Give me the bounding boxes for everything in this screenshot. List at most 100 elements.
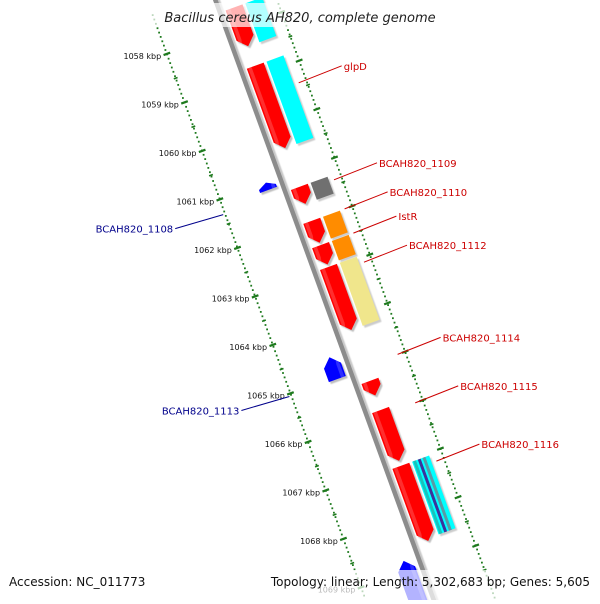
ruler-dot-left (245, 271, 248, 274)
ruler-dot-right (374, 269, 377, 272)
kbp-minor-tick (323, 131, 328, 135)
gene-label[interactable]: glpD (344, 62, 367, 73)
ruler-dot-right (328, 142, 331, 145)
feature-bar-grey[interactable] (310, 176, 334, 200)
ruler-dot-left (193, 127, 195, 130)
gene-label[interactable]: BCAH820_1109 (379, 159, 457, 170)
ruler-dot-right (376, 273, 378, 276)
gene-arrow-forward[interactable] (361, 377, 381, 396)
ruler-dot-left (215, 188, 218, 191)
gene-label[interactable]: BCAH820_1108 (96, 225, 174, 236)
feature-bar-orange[interactable] (331, 234, 356, 261)
ruler-dot-right (307, 86, 310, 88)
gene-arrow-reverse[interactable] (259, 182, 277, 193)
gene-label[interactable]: IstR (398, 212, 417, 223)
kbp-tick (286, 391, 295, 396)
ruler-dot-left (159, 36, 162, 38)
ruler-dot-left (177, 84, 180, 86)
ruler-dot-left (158, 31, 160, 34)
gene-label[interactable]: BCAH820_1116 (481, 440, 559, 451)
gene-label[interactable]: BCAH820_1114 (443, 333, 521, 344)
gene-arrow-reverse[interactable] (324, 357, 346, 383)
ruler-dot-right (392, 317, 394, 320)
ruler-dot-right (290, 37, 293, 40)
ruler-dot-right (379, 282, 382, 285)
ruler-dot-left (320, 476, 323, 479)
ruler-dot-left (331, 507, 334, 510)
ruler-dot-left (313, 459, 316, 462)
ruler-dot-left (237, 249, 240, 252)
ruler-dot-right (466, 522, 469, 525)
gene-highlight (271, 180, 276, 189)
ruler-dot-left (161, 40, 164, 43)
ruler-dot-left (352, 564, 354, 566)
gene-highlight (362, 382, 370, 398)
kbp-tick-label: 1061 kbp (176, 197, 214, 206)
gene-arrow-forward[interactable] (246, 62, 291, 149)
ruler-dot-right (361, 234, 364, 237)
ruler-dot-right (341, 177, 343, 180)
ruler-dot-right (330, 147, 332, 149)
label-leader-line (353, 215, 397, 234)
ruler-dot-left (221, 206, 224, 209)
feature-stripe (413, 460, 443, 535)
ruler-dot-right (412, 374, 415, 376)
gene-arrow-forward[interactable] (303, 217, 325, 243)
ruler-dot-right (357, 221, 359, 224)
ruler-dot-left (251, 289, 254, 291)
ruler-dot-right (311, 94, 313, 97)
ruler-dot-left (326, 494, 329, 497)
ruler-dot-right (423, 404, 426, 407)
gene-label[interactable]: BCAH820_1112 (409, 241, 487, 252)
ruler-dot-right (369, 256, 372, 258)
feature-bar-cyan[interactable] (266, 55, 314, 144)
ruler-dot-left (302, 428, 305, 431)
ruler-dot-right (471, 535, 474, 538)
ruler-dot-left (174, 75, 176, 78)
ruler-dot-left (250, 284, 253, 287)
ruler-dot-right (419, 391, 421, 394)
ruler-dot-left (325, 490, 327, 492)
label-leader-line (298, 65, 342, 84)
gene-arrow-forward[interactable] (290, 183, 311, 204)
feature-bar-orange[interactable] (323, 210, 348, 239)
ruler-dot-right (377, 278, 380, 280)
ruler-dot-left (253, 293, 256, 296)
gene-label[interactable]: BCAH820_1113 (162, 407, 240, 418)
ruler-dot-left (283, 376, 286, 379)
gene-arrow-forward[interactable] (392, 462, 434, 541)
ruler-dot-left (169, 62, 172, 64)
ruler-dot-left (306, 437, 308, 440)
kbp-tick (233, 245, 242, 251)
ruler-dot-right (298, 59, 301, 62)
ruler-dot-right (355, 216, 358, 219)
gene-arrow-forward[interactable] (372, 406, 405, 461)
feature-bar-khaki[interactable] (339, 256, 380, 326)
ruler-dot-right (468, 526, 471, 529)
ruler-dot-left (163, 44, 165, 47)
ruler-dot-left (277, 359, 280, 361)
gene-label[interactable]: BCAH820_1115 (460, 382, 538, 393)
ruler-dot-right (446, 465, 448, 468)
ruler-dot-left (340, 533, 343, 536)
ruler-dot-right (382, 291, 385, 293)
gene-label[interactable]: BCAH820_1110 (390, 188, 468, 199)
gene-arrow-forward[interactable] (320, 263, 357, 330)
ruler-dot-left (280, 367, 283, 370)
ruler-dot-left (178, 88, 181, 91)
ruler-dot-left (271, 341, 273, 344)
kbp-minor-tick (411, 374, 417, 378)
gene-arrow-forward[interactable] (312, 242, 333, 265)
ruler-dot-right (398, 334, 401, 337)
kbp-minor-tick (464, 519, 470, 523)
ruler-dot-right (414, 378, 416, 381)
ruler-dot-left (334, 516, 337, 518)
ruler-dot-left (298, 415, 300, 418)
kbp-tick-label: 1064 kbp (229, 343, 267, 352)
ruler-dot-right (395, 326, 397, 328)
ruler-dot-left (267, 332, 270, 335)
ruler-dot-right (372, 264, 375, 267)
ruler-dot-left (242, 263, 245, 265)
kbp-minor-tick (332, 513, 337, 517)
